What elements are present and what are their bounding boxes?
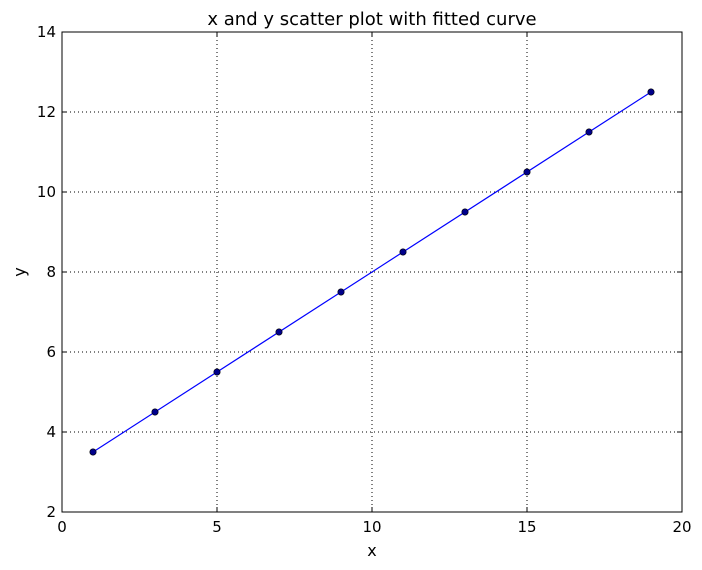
x-tick-label: 20 [672, 518, 691, 536]
y-tick-label: 6 [46, 343, 56, 361]
y-tick-label: 12 [37, 103, 56, 121]
data-point [647, 88, 655, 96]
data-point [337, 288, 345, 296]
x-tick-label: 15 [517, 518, 536, 536]
data-point [89, 448, 97, 456]
x-tick-label: 10 [362, 518, 381, 536]
data-point [213, 368, 221, 376]
chart-title: x and y scatter plot with fitted curve [207, 9, 536, 30]
fitted-curve-line [92, 91, 652, 453]
x-tick-label: 0 [57, 518, 67, 536]
data-points [89, 88, 655, 456]
y-tick-label: 8 [46, 263, 56, 281]
y-tick-label: 2 [46, 503, 56, 521]
y-tick-label: 14 [37, 23, 56, 41]
y-tick-label: 4 [46, 423, 56, 441]
x-tick-label: 5 [212, 518, 222, 536]
axis-ticks [61, 31, 683, 513]
data-point [461, 208, 469, 216]
fitted-curve-layer [92, 91, 652, 453]
x-axis-label: x [367, 541, 376, 560]
data-point [585, 128, 593, 136]
x-tick-labels: 0 5 10 15 20 [57, 518, 691, 536]
y-axis-label: y [10, 267, 29, 276]
y-tick-label: 10 [37, 183, 56, 201]
grid-lines [62, 32, 682, 512]
data-point [399, 248, 407, 256]
data-point [151, 408, 159, 416]
data-point [523, 168, 531, 176]
data-point [275, 328, 283, 336]
y-tick-labels: 2 4 6 8 10 12 14 [37, 23, 56, 521]
